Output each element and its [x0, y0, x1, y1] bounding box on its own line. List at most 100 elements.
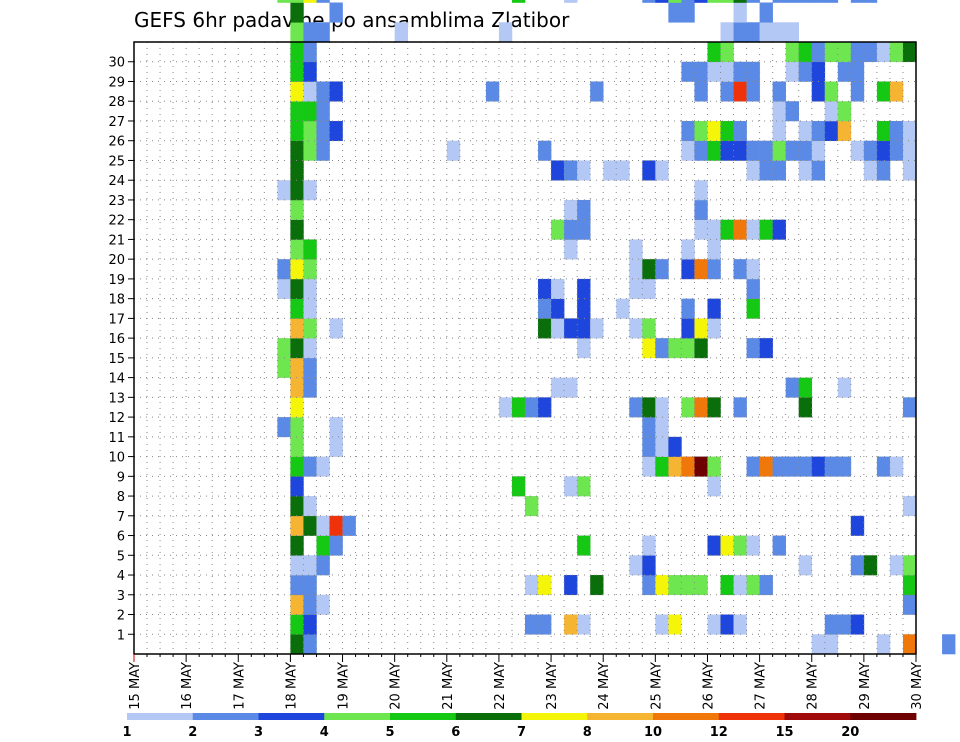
heatmap-cell	[564, 476, 578, 497]
heatmap-cell	[707, 397, 721, 418]
heatmap-cell	[798, 377, 813, 398]
heatmap-cell	[290, 575, 304, 596]
heatmap-cell	[863, 42, 878, 63]
heatmap-cell	[811, 160, 826, 181]
heatmap-cell	[577, 318, 591, 339]
heatmap-cell	[277, 338, 291, 359]
heatmap-cell	[303, 22, 317, 43]
heatmap-cell	[316, 140, 330, 161]
y-tick-label: 2	[117, 609, 125, 624]
heatmap-cell	[746, 160, 760, 181]
x-tick-label: 16 MAY	[180, 662, 195, 710]
heatmap-cell	[707, 239, 721, 260]
heatmap-cell	[876, 160, 891, 181]
heatmap-cell	[824, 42, 839, 63]
legend-swatch	[718, 713, 785, 720]
legend-label: 15	[775, 725, 793, 740]
heatmap-cell	[642, 160, 656, 181]
heatmap-cell	[746, 140, 760, 161]
heatmap-cell	[551, 318, 565, 339]
heatmap-cell	[290, 259, 304, 280]
heatmap-cell	[772, 81, 786, 102]
heatmap-cell	[316, 22, 330, 43]
heatmap-cell	[551, 377, 565, 398]
heatmap-cell	[668, 0, 682, 3]
heatmap-cell	[316, 101, 330, 122]
heatmap-cell	[498, 397, 513, 418]
heatmap-cell	[746, 81, 760, 102]
heatmap-cell	[850, 61, 865, 82]
heatmap-cell	[746, 219, 760, 240]
heatmap-cell	[642, 555, 656, 576]
heatmap-cell	[733, 219, 747, 240]
heatmap-cell	[707, 0, 721, 3]
heatmap-cell	[759, 2, 773, 23]
heatmap-cell	[303, 120, 317, 142]
heatmap-cell	[824, 101, 839, 122]
x-tick-label: 18 MAY	[284, 662, 299, 710]
heatmap-cell	[629, 397, 643, 418]
heatmap-cell	[290, 417, 304, 438]
heatmap-cell	[290, 0, 304, 3]
heatmap-cell	[564, 219, 578, 240]
legend-swatch	[455, 713, 522, 720]
heatmap-cell	[668, 456, 682, 477]
legend-label: 12	[710, 725, 728, 740]
y-tick-label: 13	[108, 391, 125, 406]
heatmap-cell	[876, 634, 891, 655]
legend-label: 6	[451, 725, 460, 740]
heatmap-cell	[290, 61, 304, 82]
heatmap-cell	[525, 614, 539, 635]
heatmap-cell	[798, 61, 813, 82]
heatmap-cell	[564, 199, 578, 220]
heatmap-cell	[681, 575, 695, 596]
heatmap-cell	[694, 180, 708, 201]
heatmap-cell	[290, 555, 304, 576]
heatmap-cell	[707, 614, 721, 635]
legend-label: 1	[122, 725, 131, 740]
heatmap-cell	[290, 614, 304, 635]
heatmap-cell	[746, 338, 760, 359]
heatmap-cell	[681, 0, 695, 3]
heatmap-cell	[538, 140, 552, 161]
heatmap-cell	[538, 278, 552, 299]
heatmap-cell	[694, 575, 708, 596]
heatmap-cell	[720, 42, 734, 63]
heatmap-cell	[655, 614, 669, 635]
heatmap-cell	[720, 120, 734, 142]
heatmap-cell	[759, 219, 773, 240]
heatmap-cell	[538, 575, 552, 596]
heatmap-cell	[707, 298, 721, 319]
heatmap-cell	[863, 140, 878, 161]
y-tick-label: 18	[108, 293, 125, 308]
x-tick-label: 27 MAY	[754, 662, 769, 710]
heatmap-cell	[668, 2, 682, 23]
heatmap-cell	[746, 61, 760, 82]
heatmap-cell	[811, 81, 826, 102]
legend-label: 4	[320, 725, 329, 740]
heatmap-cell	[811, 634, 826, 655]
heatmap-cell	[290, 357, 304, 378]
heatmap-cell	[759, 338, 773, 359]
y-tick-label: 21	[108, 233, 125, 248]
y-tick-label: 7	[117, 510, 125, 525]
heatmap-cell	[290, 377, 304, 398]
heatmap-cell	[577, 278, 591, 299]
heatmap-cell	[290, 496, 304, 517]
heatmap-cell	[290, 140, 304, 161]
heatmap-cell	[746, 278, 760, 299]
heatmap-cell	[811, 456, 826, 477]
heatmap-cell	[629, 259, 643, 280]
heatmap-cell	[290, 101, 304, 122]
heatmap-cell	[394, 22, 408, 43]
heatmap-cell	[902, 496, 917, 517]
heatmap-cell	[785, 377, 799, 398]
heatmap-cell	[694, 456, 708, 477]
heatmap-cell	[316, 120, 330, 142]
heatmap-cell	[876, 120, 891, 142]
heatmap-cell	[642, 417, 656, 438]
heatmap-cell	[694, 120, 708, 142]
heatmap-cell	[785, 61, 799, 82]
heatmap-cell	[329, 2, 343, 23]
heatmap-cell	[707, 61, 721, 82]
